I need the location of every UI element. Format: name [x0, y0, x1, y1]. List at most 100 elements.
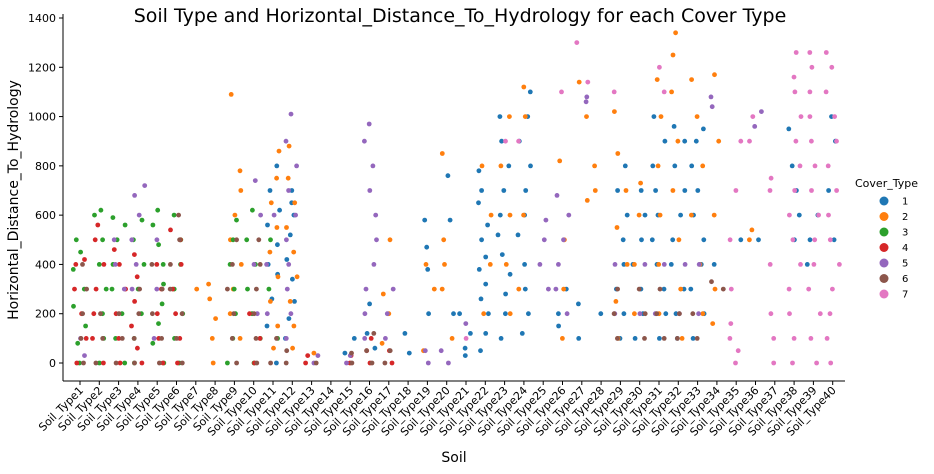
data-point-cover-5 — [561, 237, 566, 243]
data-point-cover-6 — [690, 311, 696, 317]
data-point-cover-7 — [828, 360, 834, 366]
data-point-cover-1 — [522, 286, 528, 292]
data-point-cover-1 — [523, 188, 529, 193]
data-point-cover-2 — [521, 84, 527, 90]
x-ticks: Soil_Type1Soil_Type2Soil_Type3Soil_Type4… — [36, 381, 839, 439]
data-point-cover-3 — [171, 212, 177, 218]
data-point-cover-2 — [237, 168, 243, 174]
data-point-cover-1 — [695, 188, 701, 193]
data-point-cover-2 — [194, 286, 200, 292]
data-point-cover-2 — [612, 109, 617, 114]
data-point-cover-6 — [371, 331, 377, 336]
data-point-cover-6 — [179, 360, 185, 366]
data-point-cover-7 — [834, 188, 839, 193]
data-point-cover-5 — [446, 360, 451, 366]
data-point-cover-6 — [119, 336, 125, 341]
data-point-cover-2 — [287, 299, 293, 304]
data-point-cover-2 — [276, 148, 282, 154]
data-point-cover-2 — [507, 114, 512, 119]
data-point-cover-1 — [476, 267, 482, 272]
data-point-cover-2 — [632, 311, 637, 317]
data-point-cover-6 — [675, 336, 680, 341]
data-point-cover-6 — [81, 360, 86, 366]
data-point-cover-4 — [93, 286, 99, 292]
data-point-cover-6 — [116, 311, 122, 317]
legend-label: 5 — [902, 259, 908, 270]
data-point-cover-1 — [367, 301, 372, 307]
data-point-cover-3 — [150, 222, 156, 228]
data-point-cover-5 — [82, 353, 87, 358]
data-point-cover-2 — [654, 77, 660, 82]
data-point-cover-1 — [701, 126, 706, 132]
data-point-cover-1 — [286, 316, 292, 321]
data-point-cover-6 — [636, 286, 642, 292]
data-point-cover-2 — [285, 175, 291, 181]
data-point-cover-7 — [809, 188, 814, 193]
data-point-cover-1 — [267, 188, 273, 193]
data-point-cover-7 — [814, 360, 819, 366]
data-point-cover-2 — [481, 311, 487, 317]
data-point-cover-1 — [789, 163, 795, 169]
data-point-cover-1 — [528, 163, 533, 169]
data-point-cover-2 — [712, 72, 717, 78]
y-tick-label: 400 — [35, 258, 56, 271]
data-point-cover-1 — [711, 262, 717, 267]
data-point-cover-5 — [294, 163, 299, 169]
data-point-cover-1 — [682, 188, 688, 193]
data-point-cover-5 — [583, 99, 589, 105]
data-point-cover-5 — [283, 138, 289, 144]
data-point-cover-2 — [238, 188, 244, 193]
data-point-cover-2 — [592, 188, 598, 193]
data-point-cover-3 — [78, 249, 83, 255]
data-point-cover-2 — [592, 163, 597, 169]
data-point-cover-5 — [133, 262, 139, 267]
data-point-cover-1 — [653, 188, 658, 193]
data-point-cover-2 — [615, 151, 621, 156]
data-point-cover-6 — [313, 360, 319, 366]
data-point-cover-2 — [716, 138, 722, 144]
data-point-cover-5 — [284, 286, 290, 292]
data-point-cover-2 — [700, 311, 706, 317]
legend-marker — [879, 258, 889, 268]
data-point-cover-6 — [654, 311, 660, 317]
legend-marker — [879, 289, 889, 299]
data-point-cover-5 — [288, 311, 294, 317]
data-point-cover-1 — [447, 217, 453, 223]
data-point-cover-4 — [154, 262, 160, 267]
data-point-cover-4 — [154, 311, 160, 317]
data-point-cover-2 — [210, 360, 216, 366]
data-point-cover-1 — [476, 168, 482, 174]
data-point-cover-1 — [497, 114, 503, 119]
data-point-cover-2 — [584, 198, 590, 203]
data-point-cover-3 — [234, 217, 239, 223]
data-point-cover-6 — [268, 360, 273, 366]
data-point-cover-6 — [387, 348, 393, 354]
data-point-cover-1 — [738, 237, 744, 243]
data-point-cover-7 — [574, 40, 580, 45]
data-point-cover-7 — [735, 348, 741, 354]
data-point-cover-7 — [727, 237, 733, 243]
data-point-cover-3 — [161, 281, 166, 287]
data-point-cover-5 — [132, 193, 138, 198]
data-point-cover-6 — [720, 286, 726, 292]
data-point-cover-1 — [668, 262, 674, 267]
data-point-cover-1 — [657, 336, 662, 341]
data-point-cover-1 — [364, 331, 370, 336]
data-point-cover-7 — [790, 360, 795, 366]
data-point-cover-2 — [584, 114, 589, 119]
data-point-cover-3 — [266, 286, 272, 292]
data-point-cover-4 — [178, 262, 184, 267]
data-point-cover-1 — [277, 207, 282, 213]
y-tick-label: 200 — [35, 308, 56, 321]
data-point-cover-5 — [425, 360, 431, 366]
data-point-cover-4 — [91, 311, 97, 317]
data-point-cover-3 — [141, 262, 147, 267]
data-point-cover-2 — [658, 114, 664, 119]
data-point-cover-1 — [499, 252, 505, 257]
data-point-cover-4 — [132, 252, 137, 257]
data-point-cover-6 — [253, 336, 259, 341]
data-point-cover-1 — [372, 345, 378, 351]
data-point-cover-5 — [612, 262, 618, 267]
data-point-cover-6 — [137, 286, 143, 292]
data-point-cover-1 — [786, 126, 792, 132]
